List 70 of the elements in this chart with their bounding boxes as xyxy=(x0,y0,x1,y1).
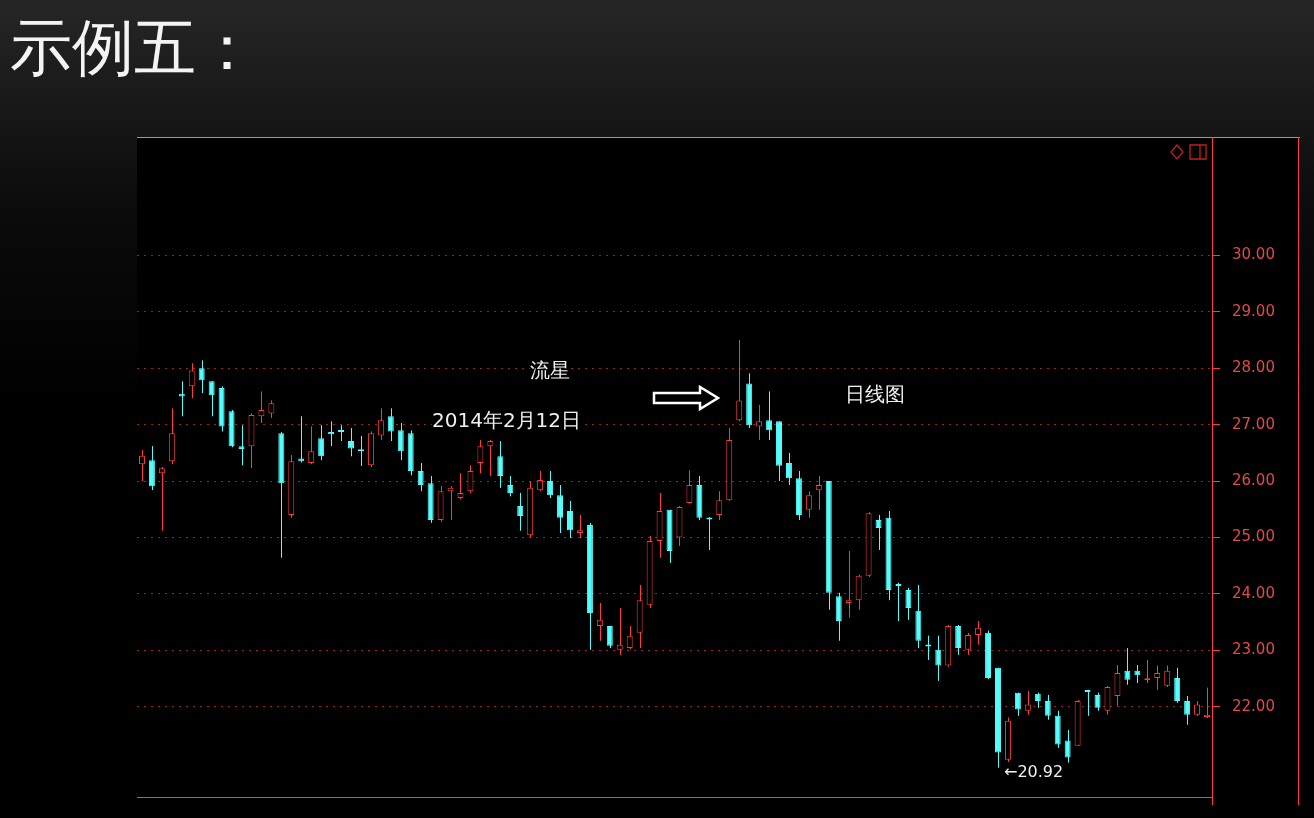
annotation: 2014年2月12日 xyxy=(432,408,582,432)
candlestick xyxy=(1094,692,1101,712)
candlestick xyxy=(348,427,354,457)
candlestick xyxy=(238,424,245,466)
candlestick xyxy=(158,466,165,532)
candlestick xyxy=(1024,690,1031,716)
candlestick xyxy=(835,592,842,642)
candlestick xyxy=(596,602,603,642)
y-tick-label: 30.00 xyxy=(1232,245,1275,264)
candlestick xyxy=(1124,647,1131,686)
candlestick xyxy=(377,407,384,441)
candlestick xyxy=(1064,729,1071,764)
candlestick xyxy=(875,514,882,551)
candlestick xyxy=(387,407,394,442)
candlestick xyxy=(208,380,215,417)
candlestick xyxy=(148,445,155,491)
y-tick-label: 26.00 xyxy=(1232,470,1275,489)
candlestick xyxy=(477,439,484,474)
candlestick xyxy=(417,462,424,492)
candlestick xyxy=(626,625,633,650)
annotation: 流星 xyxy=(530,358,570,382)
y-tick-label: 24.00 xyxy=(1232,583,1275,602)
y-tick-label: 28.00 xyxy=(1232,358,1275,377)
candlestick xyxy=(487,439,494,477)
candlestick xyxy=(805,490,812,519)
candlestick xyxy=(716,490,723,521)
candlestick xyxy=(1184,695,1191,726)
candlestick xyxy=(1174,667,1181,704)
candlestick xyxy=(567,500,573,539)
candlestick xyxy=(1114,664,1121,707)
candlestick xyxy=(955,624,962,656)
candlestick xyxy=(905,587,912,621)
y-tick-label: 23.00 xyxy=(1232,640,1275,659)
candlestick xyxy=(467,464,474,494)
candlestick xyxy=(965,632,972,656)
candlestick xyxy=(517,492,524,532)
candlestick xyxy=(616,607,623,656)
candlestick xyxy=(318,424,325,461)
y-tick-label: 22.00 xyxy=(1232,696,1275,715)
candlestick xyxy=(845,550,852,619)
y-tick-label: 25.00 xyxy=(1232,527,1275,546)
candlestick xyxy=(397,422,404,461)
candlestick xyxy=(1154,665,1161,691)
y-tick-label: 27.00 xyxy=(1232,414,1275,433)
candlestick xyxy=(557,484,564,534)
candlestick xyxy=(606,625,613,649)
candlestick xyxy=(188,362,195,399)
candlestick xyxy=(855,574,862,611)
chart-title: 示例五： xyxy=(10,10,258,86)
candlestick xyxy=(736,339,743,422)
candlestick xyxy=(935,635,942,682)
candlestick xyxy=(497,440,504,489)
candlestick xyxy=(537,470,544,492)
candlestick xyxy=(198,359,205,394)
y-tick-label: 29.00 xyxy=(1232,301,1275,320)
candlestick xyxy=(1164,665,1171,688)
candlestick xyxy=(308,425,315,465)
candlestick xyxy=(975,620,982,646)
candlestick xyxy=(686,469,693,505)
candlestick xyxy=(785,452,792,486)
candlestick xyxy=(258,390,265,424)
candlestick xyxy=(766,390,773,441)
candlestick xyxy=(1044,694,1051,721)
candlestick xyxy=(576,514,583,539)
candlestick xyxy=(815,475,822,511)
candlestick xyxy=(547,470,554,499)
candlestick xyxy=(507,475,514,497)
annotation: ←20.92 xyxy=(1004,762,1064,782)
candlestick xyxy=(756,404,763,441)
annotation: 日线图 xyxy=(845,382,905,406)
